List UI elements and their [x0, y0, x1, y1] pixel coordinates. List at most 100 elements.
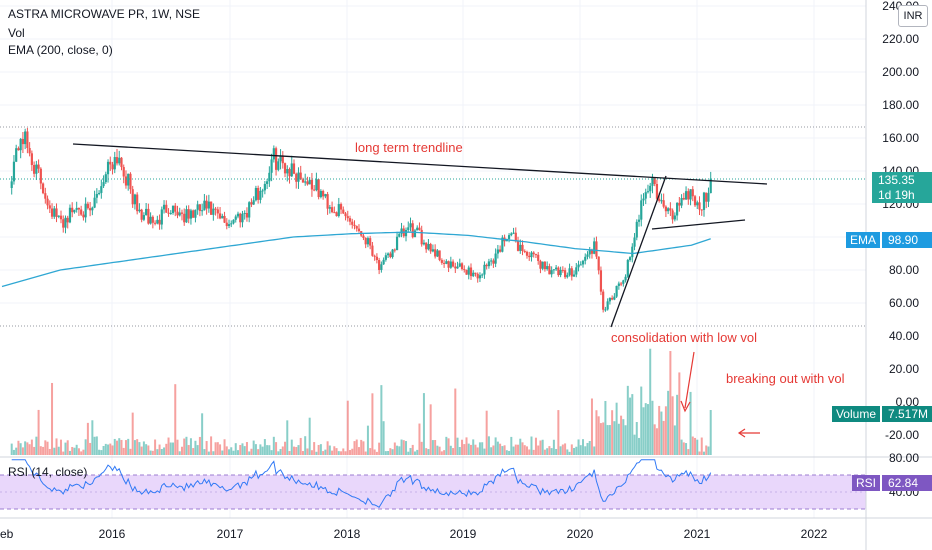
volume-bar	[317, 444, 320, 455]
consolidation-support-line[interactable]	[651, 219, 746, 230]
volume-bar	[261, 446, 264, 455]
volume-bar	[682, 442, 685, 455]
volume-bar	[270, 450, 273, 455]
candle-body	[667, 208, 670, 212]
candle-body	[319, 190, 322, 198]
volume-bar	[48, 448, 51, 455]
candle-body	[10, 181, 13, 189]
volume-bar	[405, 441, 408, 455]
candle-body	[642, 198, 645, 201]
candle-body	[528, 255, 531, 258]
candle-body	[351, 221, 354, 225]
volume-bar	[678, 372, 681, 455]
volume-bar	[525, 446, 528, 455]
volume-bar	[490, 447, 493, 455]
candle-body	[259, 190, 262, 200]
volume-bar	[382, 421, 385, 455]
time-tick-label: 2021	[684, 527, 711, 541]
volume-bar	[543, 449, 546, 455]
candle-body	[469, 267, 473, 277]
candle-body	[490, 260, 493, 262]
volume-bar	[449, 445, 452, 455]
symbol-title[interactable]: ASTRA MICROWAVE PR, 1W, NSE	[8, 7, 201, 21]
candle-body	[422, 242, 426, 245]
volume-bar	[469, 444, 472, 455]
volume-bar	[519, 438, 522, 455]
candle-body	[84, 203, 87, 218]
candle-body	[606, 301, 609, 310]
volume-bar	[357, 447, 360, 455]
volume-bar	[508, 450, 511, 455]
candle-body	[611, 297, 614, 300]
volume-bar	[355, 439, 358, 455]
candle-body	[328, 207, 331, 209]
volume-scale-label: 0.00	[896, 395, 920, 409]
long-term-trendline[interactable]	[72, 143, 768, 185]
volume-bar	[133, 440, 136, 455]
volume-bar	[503, 445, 506, 455]
candle-body	[201, 210, 204, 212]
candle-body	[44, 193, 47, 199]
candle-body	[481, 274, 484, 276]
volume-bar	[615, 402, 618, 455]
volume-bar	[537, 445, 540, 455]
volume-bar	[62, 451, 65, 455]
volume-bar	[378, 442, 381, 455]
candle-body	[216, 209, 219, 214]
volume-bar	[228, 449, 231, 455]
candle-body	[429, 244, 432, 252]
annotation-arrowhead-left	[737, 428, 746, 438]
volume-bar	[53, 447, 56, 455]
time-tick-label: eb	[0, 527, 14, 541]
volume-bar	[266, 445, 269, 455]
candle-body	[366, 238, 370, 245]
candle-body	[619, 283, 623, 285]
volume-bar	[252, 440, 255, 455]
candle-body	[286, 169, 289, 174]
candle-body	[304, 181, 307, 183]
candle-body	[91, 207, 94, 211]
volume-bar	[496, 441, 499, 455]
volume-bar	[306, 448, 309, 455]
volume-bar	[422, 393, 425, 455]
volume-bar	[192, 448, 195, 455]
rsi-legend[interactable]: RSI (14, close)	[8, 465, 88, 479]
volume-bar	[26, 442, 29, 455]
candle-body	[270, 159, 273, 173]
candle-body	[210, 201, 213, 215]
volume-bar	[279, 448, 282, 455]
candle-body	[436, 250, 439, 257]
currency-button[interactable]: INR	[898, 5, 928, 27]
volume-bar	[37, 409, 40, 455]
volume-bar	[304, 436, 307, 455]
volume-bar	[611, 410, 614, 455]
volume-bar	[575, 446, 578, 455]
candle-body	[521, 244, 524, 252]
candle-body	[537, 254, 540, 261]
candle-body	[584, 256, 587, 261]
breakout-trendline[interactable]	[610, 175, 667, 328]
volume-bar	[434, 440, 437, 455]
candle-body	[597, 256, 600, 271]
volume-bar	[93, 436, 96, 455]
volume-bar	[109, 443, 112, 455]
candle-body	[384, 255, 387, 260]
ema-legend[interactable]: EMA (200, close, 0)	[8, 43, 113, 57]
candle-body	[662, 200, 665, 207]
candle-body	[97, 192, 101, 194]
candle-body	[669, 208, 672, 211]
candle-body	[380, 264, 383, 270]
candle-body	[386, 253, 390, 256]
volume-bar	[521, 442, 524, 455]
volume-bar	[331, 450, 334, 455]
volume-bar	[653, 424, 656, 455]
candle-body	[174, 205, 177, 212]
volume-bar	[362, 441, 365, 455]
volume-bar	[313, 442, 316, 455]
volume-legend[interactable]: Vol	[8, 26, 25, 40]
volume-bar	[472, 439, 475, 455]
volume-bar	[326, 441, 329, 455]
volume-bar	[570, 444, 573, 455]
candle-body	[75, 207, 78, 210]
